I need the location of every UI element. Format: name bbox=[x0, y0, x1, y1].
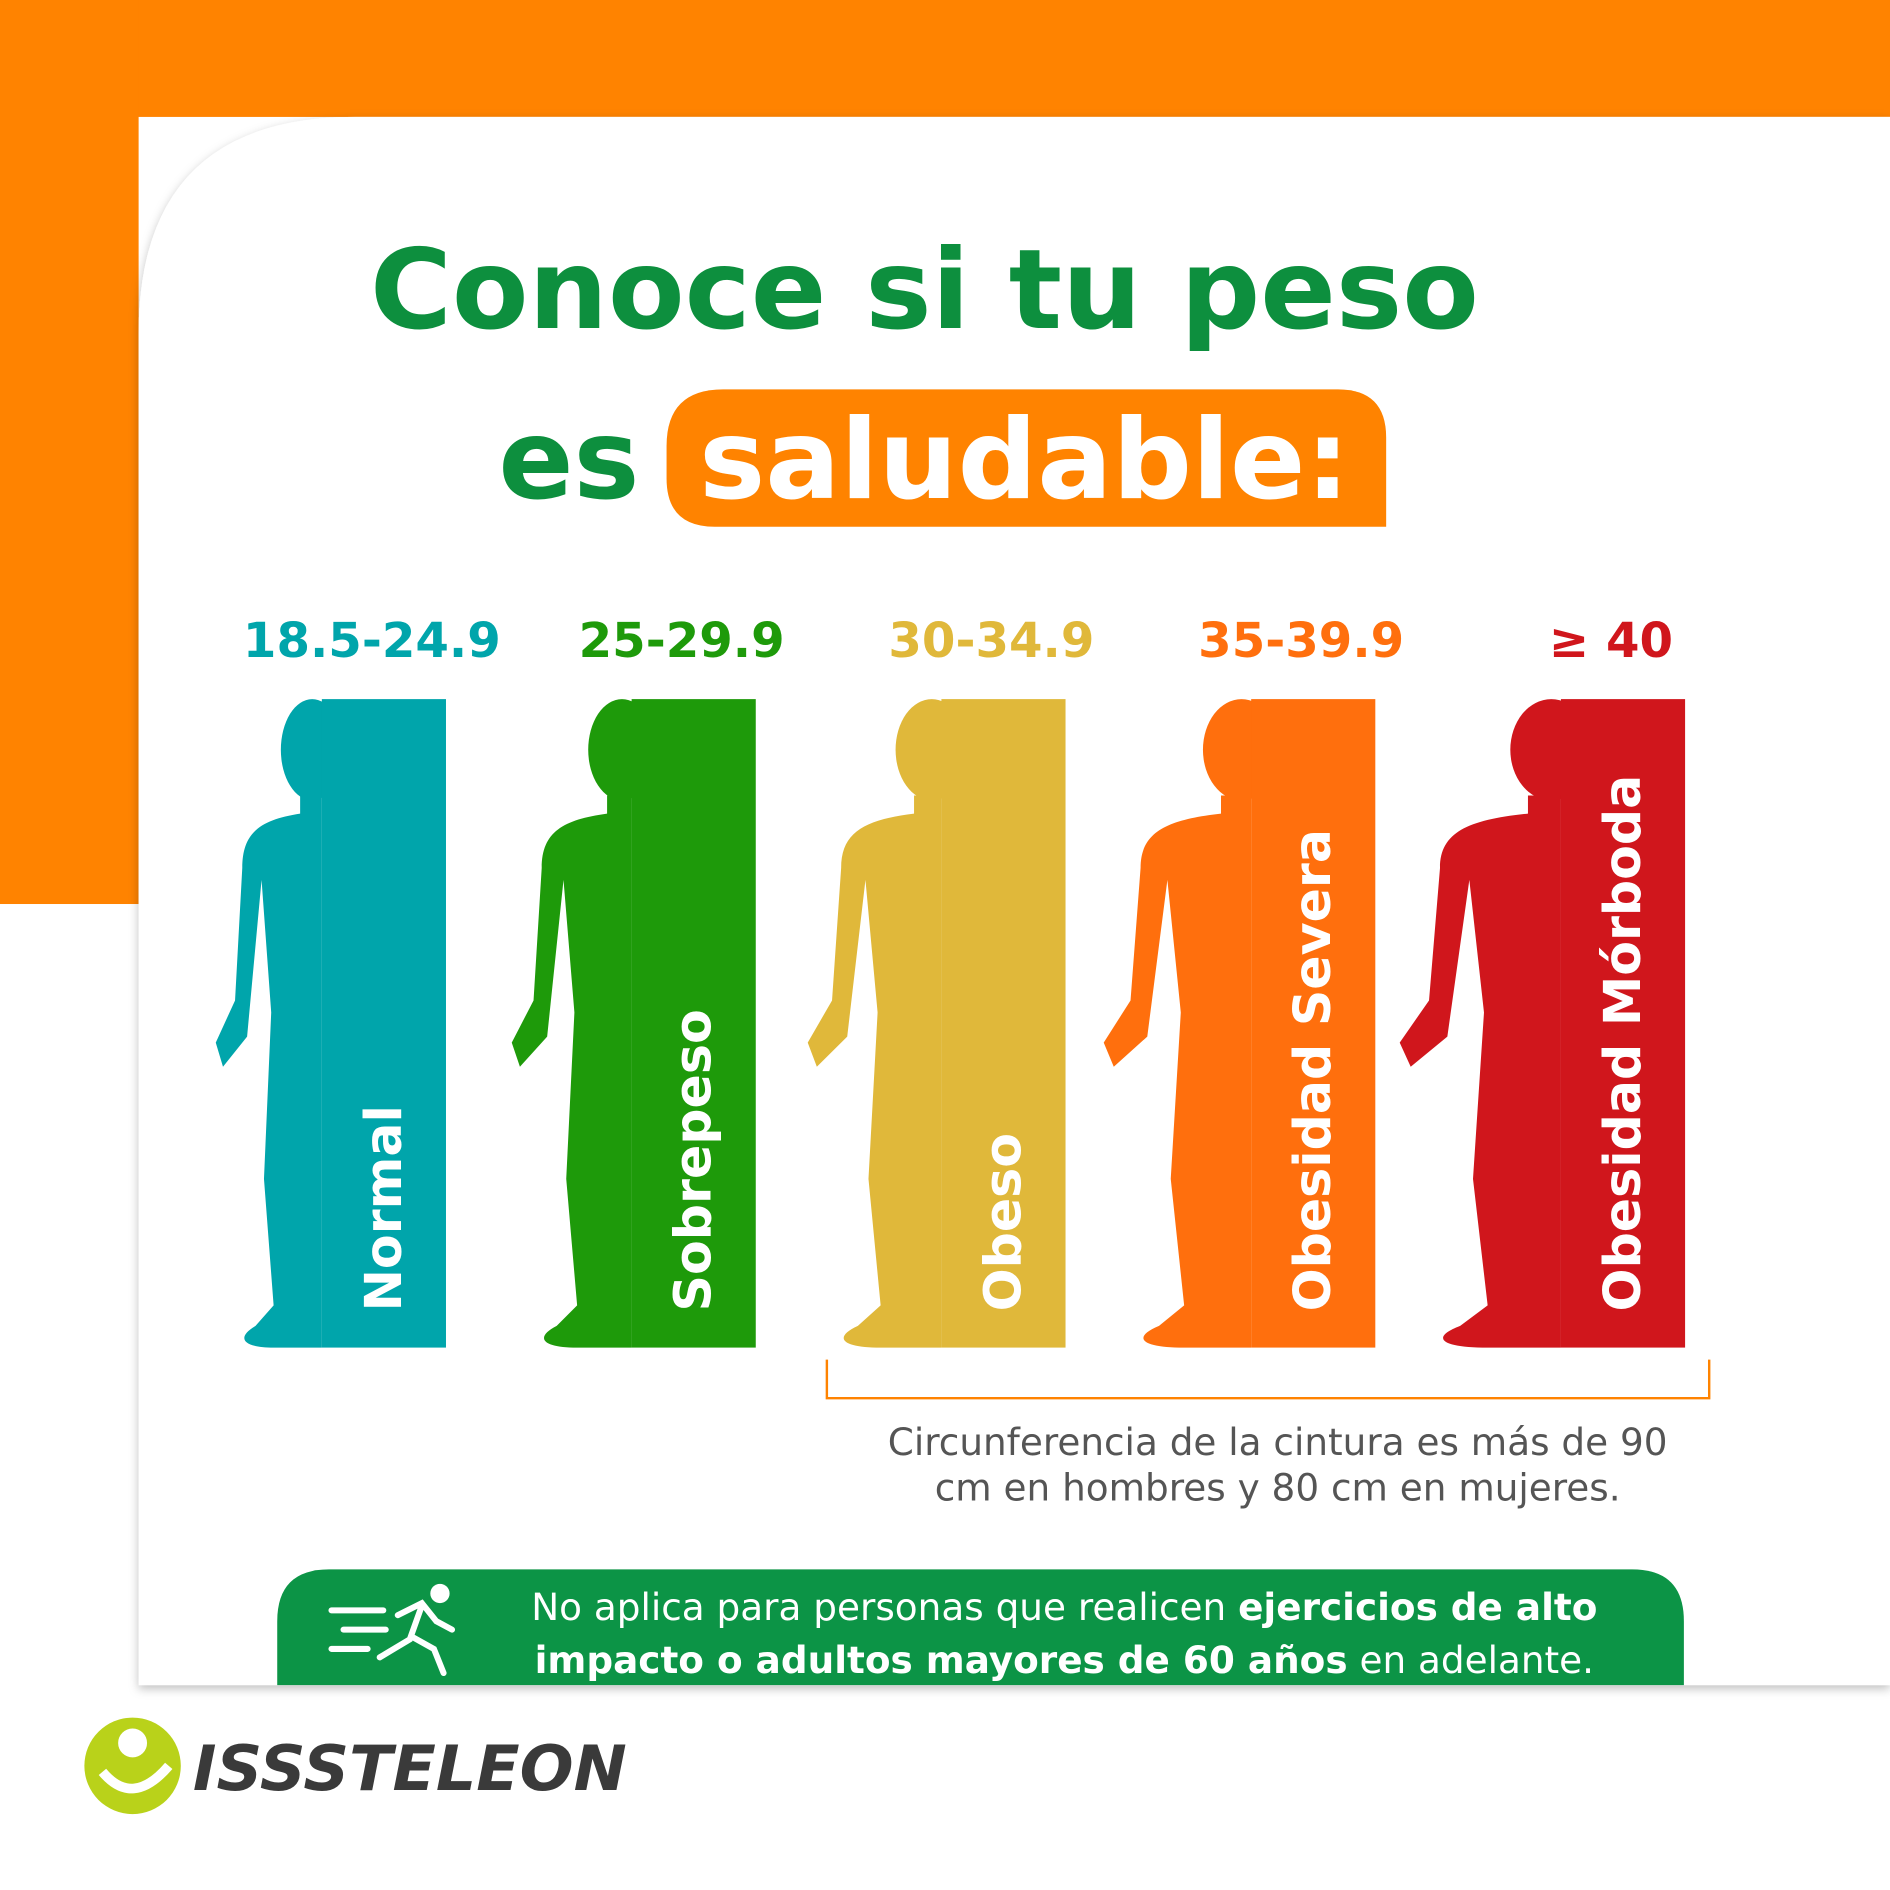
silhouette-body bbox=[1103, 795, 1252, 1348]
footer-segment: No aplica para personas que realicen bbox=[531, 1585, 1238, 1629]
category-label: Obeso bbox=[973, 1133, 1032, 1311]
category-bar bbox=[631, 699, 756, 1348]
category-label: Obesidad Severa bbox=[1283, 829, 1342, 1311]
title: es bbox=[498, 396, 639, 525]
title-highlight: saludable: bbox=[699, 396, 1350, 525]
category-label: Normal bbox=[354, 1105, 413, 1311]
category-bar bbox=[941, 699, 1066, 1348]
category-bar bbox=[321, 699, 446, 1348]
footer-segment: ejercicios de alto bbox=[1238, 1585, 1597, 1629]
category-bar bbox=[1251, 699, 1376, 1348]
silhouette-body bbox=[215, 795, 322, 1348]
bracket bbox=[825, 1359, 1711, 1400]
footer-text: No aplica para personas que realicen eje… bbox=[531, 1585, 1597, 1629]
highlight-pill bbox=[666, 389, 1387, 527]
title: Conoce si tu peso bbox=[370, 226, 1479, 355]
silhouette-body bbox=[1399, 795, 1561, 1348]
category-bar bbox=[1560, 699, 1686, 1348]
runner-icon bbox=[328, 1583, 456, 1677]
range-label: ≥ 40 bbox=[1549, 613, 1673, 669]
range-label: 25-29.9 bbox=[579, 613, 785, 669]
note: cm en hombres y 80 cm en mujeres. bbox=[935, 1466, 1621, 1510]
footer-box bbox=[277, 1569, 1684, 1686]
footer-segment: en adelante. bbox=[1348, 1638, 1594, 1682]
categories: 18.5-24.9 Normal 25-29.9 Sobrepeso 30-34.9 Ob… bbox=[215, 613, 1686, 1348]
range-label: 18.5-24.9 bbox=[243, 613, 501, 669]
side-band bbox=[0, 0, 139, 905]
top-band bbox=[0, 0, 1890, 117]
note: Circunferencia de la cintura es más de 9… bbox=[888, 1420, 1668, 1464]
category-label: Sobrepeso bbox=[664, 1009, 723, 1311]
silhouette-body bbox=[807, 795, 942, 1348]
range-label: 35-39.9 bbox=[1198, 613, 1404, 669]
footer-segment: impacto o adultos mayores de 60 años bbox=[535, 1638, 1348, 1682]
range-label: 30-34.9 bbox=[888, 613, 1094, 669]
silhouette-body bbox=[511, 795, 632, 1348]
logo-icon bbox=[84, 1717, 181, 1815]
footer-text: impacto o adultos mayores de 60 años en … bbox=[535, 1638, 1594, 1682]
logo-text: ISSSTELEON bbox=[193, 1732, 627, 1805]
category-label: Obesidad Mórboda bbox=[1593, 775, 1652, 1312]
